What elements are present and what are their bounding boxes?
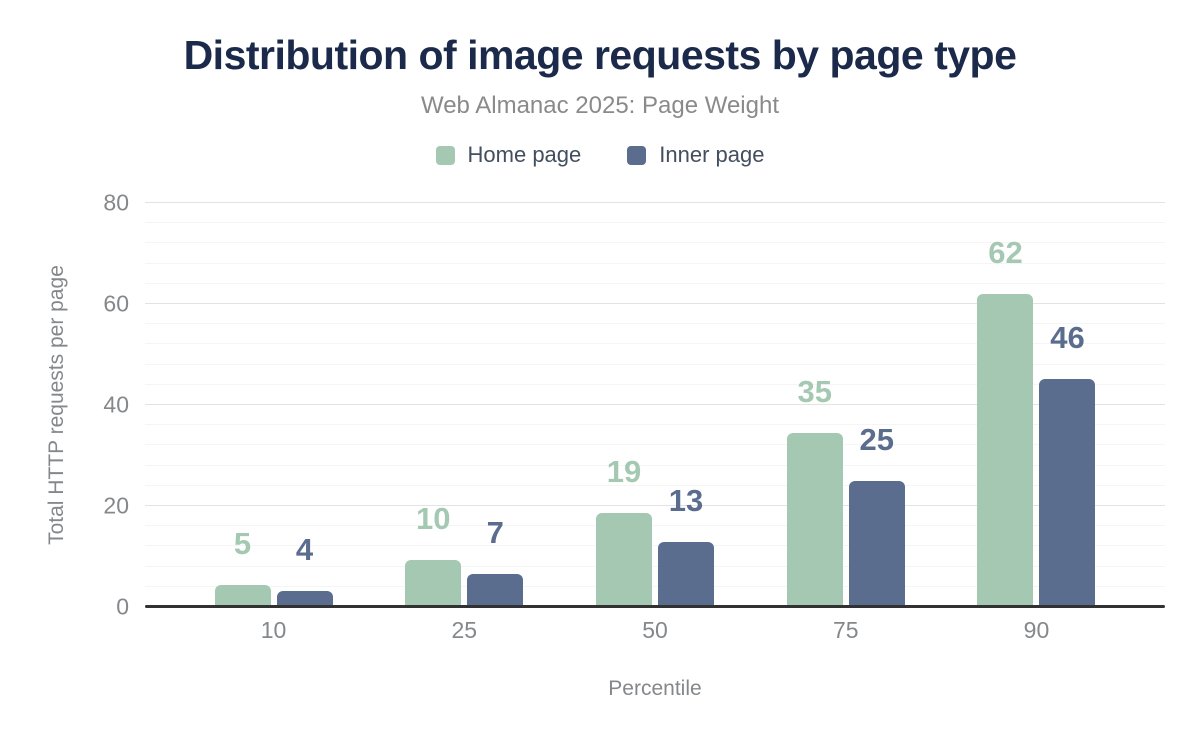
gridline-20 [145, 505, 1165, 506]
x-tick-label-90: 90 [1023, 617, 1050, 643]
legend: Home page Inner page [0, 142, 1200, 168]
bar-home-page-p25 [405, 560, 462, 607]
gridline-76 [145, 222, 1165, 224]
bar-inner-page-p75 [848, 480, 905, 607]
value-label-home-page-p10: 5 [233, 525, 252, 561]
y-tick-label-80: 80 [103, 189, 129, 216]
gridline-8 [145, 565, 1165, 567]
gridline-44 [145, 383, 1165, 385]
chart-title: Distribution of image requests by page t… [183, 32, 1017, 78]
legend-swatch-home-page [435, 145, 455, 165]
legend-item-inner-page: Inner page [627, 142, 764, 168]
bar-home-page-p10 [214, 584, 271, 607]
legend-swatch-inner-page [627, 145, 647, 165]
gridline-60 [145, 303, 1165, 304]
gridline-24 [145, 484, 1165, 486]
legend-label-home-page: Home page [467, 142, 582, 167]
x-tick-label-75: 75 [832, 617, 859, 643]
gridline-12 [145, 545, 1165, 547]
value-label-home-page-p90: 62 [988, 234, 1023, 270]
y-tick-label-0: 0 [116, 593, 129, 620]
x-axis-title: Percentile [608, 677, 702, 700]
gridline-64 [145, 282, 1165, 284]
x-tick-label-25: 25 [451, 617, 478, 643]
y-tick-label-20: 20 [103, 492, 129, 519]
bar-home-page-p90 [977, 293, 1034, 607]
bar-inner-page-p25 [467, 574, 524, 607]
gridline-32 [145, 444, 1165, 446]
gridline-36 [145, 424, 1165, 426]
x-tick-label-10: 10 [260, 617, 287, 643]
value-label-inner-page-p10: 4 [295, 531, 314, 567]
gridline-4 [145, 585, 1165, 587]
value-label-home-page-p75: 35 [797, 373, 832, 409]
gridline-72 [145, 242, 1165, 244]
y-tick-label-60: 60 [103, 290, 129, 317]
gridline-16 [145, 525, 1165, 527]
value-label-home-page-p25: 10 [416, 501, 451, 537]
legend-label-inner-page: Inner page [659, 142, 765, 167]
x-axis-line [145, 605, 1165, 608]
bar-inner-page-p10 [276, 590, 333, 607]
bar-home-page-p50 [596, 512, 652, 607]
y-tick-label-40: 40 [103, 391, 129, 418]
value-label-inner-page-p75: 25 [859, 421, 894, 457]
gridline-28 [145, 464, 1165, 466]
plot-area: 0 20 40 60 80 10 5 4 25 10 7 50 19 13 75 35 25 90 62 46 [103, 191, 1165, 642]
gridline-40 [145, 404, 1165, 405]
y-axis-title: Total HTTP requests per page [45, 265, 68, 545]
gridline-52 [145, 343, 1165, 345]
value-label-inner-page-p90: 46 [1050, 319, 1085, 355]
legend-item-home-page: Home page [435, 142, 582, 168]
bar-inner-page-p50 [658, 541, 714, 607]
value-label-home-page-p50: 19 [606, 453, 642, 489]
gridline-56 [145, 323, 1165, 325]
bar-inner-page-p90 [1039, 378, 1096, 607]
gridline-80 [145, 202, 1165, 203]
gridline-48 [145, 363, 1165, 365]
bar-home-page-p75 [786, 432, 843, 607]
x-tick-label-50: 50 [642, 617, 668, 643]
gridline-68 [145, 262, 1165, 264]
value-label-inner-page-p50: 13 [668, 482, 704, 518]
chart-subtitle: Web Almanac 2025: Page Weight [420, 92, 779, 119]
value-label-inner-page-p25: 7 [486, 515, 504, 551]
